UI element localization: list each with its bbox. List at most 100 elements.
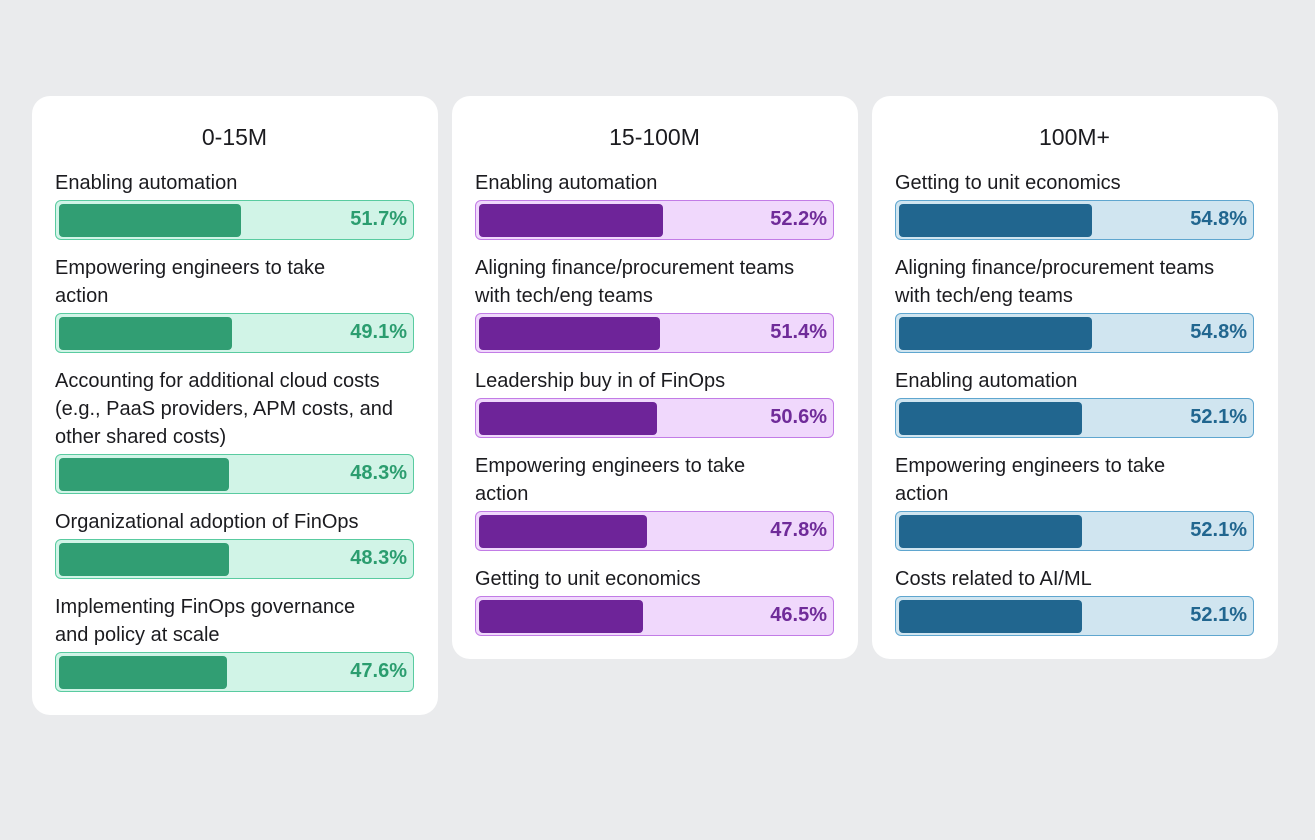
bar-label-line: Getting to unit economics xyxy=(475,568,701,590)
bar-value: 48.3% xyxy=(350,462,407,484)
bar-track: 51.7% xyxy=(55,200,414,240)
bar-label-line: Leadership buy in of FinOps xyxy=(475,370,726,392)
bar-track: 48.3% xyxy=(55,454,414,494)
bar-label-line: with tech/eng teams xyxy=(895,285,1073,307)
bar-label-line: action xyxy=(475,483,529,505)
panel-title: 0-15M xyxy=(201,124,268,150)
bar-value: 52.1% xyxy=(1190,519,1247,541)
bar-label: Aligning finance/procurement teams with t… xyxy=(475,254,834,310)
bar-track: 52.1% xyxy=(895,511,1254,551)
bar-label: Getting to unit economics xyxy=(475,565,834,593)
bar-value: 52.2% xyxy=(770,208,827,230)
bar-item: Leadership buy in of FinOps 50.6% xyxy=(475,367,834,438)
bar-track: 48.3% xyxy=(55,539,414,579)
bar-fill xyxy=(478,401,657,435)
bar-label-line: Enabling automation xyxy=(55,172,238,194)
bar-value: 54.8% xyxy=(1190,321,1247,343)
panel-15-100m: 15-100M Enabling automation 52.2% Aligning… xyxy=(452,96,858,659)
bar-label-line: Empowering engineers to take xyxy=(895,455,1166,477)
bar-fill xyxy=(898,203,1092,237)
bar-item: Enabling automation 51.7% xyxy=(55,169,414,240)
bar-label-line: Aligning finance/procurement teams xyxy=(895,257,1215,279)
bar-label-line: with tech/eng teams xyxy=(475,285,653,307)
bar-value: 49.1% xyxy=(350,321,407,343)
bar-item: Empowering engineers to take action 52.1% xyxy=(895,452,1254,551)
bar-fill xyxy=(58,542,229,576)
bar-fill xyxy=(58,203,241,237)
bar-label: Enabling automation xyxy=(55,169,414,197)
bar-label-line: Getting to unit economics xyxy=(895,172,1121,194)
bar-fill xyxy=(478,514,647,548)
bar-label-line: other shared costs) xyxy=(55,426,227,448)
bar-item: Implementing FinOps governance and policy… xyxy=(55,593,414,692)
bar-value: 52.1% xyxy=(1190,604,1247,626)
bar-list: Getting to unit economics 54.8% Aligning f… xyxy=(895,169,1254,636)
bar-item: Aligning finance/procurement teams with t… xyxy=(475,254,834,353)
bar-fill xyxy=(58,457,229,491)
bar-track: 54.8% xyxy=(895,200,1254,240)
bar-label-line: action xyxy=(895,483,949,505)
bar-item: Empowering engineers to take action 47.8% xyxy=(475,452,834,551)
bar-fill xyxy=(58,655,227,689)
bar-item: Empowering engineers to take action 49.1% xyxy=(55,254,414,353)
bar-label-line: Empowering engineers to take xyxy=(55,257,326,279)
bar-label-line: Accounting for additional cloud costs xyxy=(55,370,380,392)
bar-value: 50.6% xyxy=(770,406,827,428)
bar-item: Aligning finance/procurement teams with t… xyxy=(895,254,1254,353)
bar-label: Getting to unit economics xyxy=(895,169,1254,197)
bar-label: Leadership buy in of FinOps xyxy=(475,367,834,395)
bar-value: 54.8% xyxy=(1190,208,1247,230)
bar-label: Empowering engineers to take action xyxy=(895,452,1254,508)
bar-label-line: Costs related to AI/ML xyxy=(895,568,1092,590)
bar-label-line: action xyxy=(55,285,109,307)
bar-label-line: Enabling automation xyxy=(895,370,1078,392)
bar-item: Organizational adoption of FinOps 48.3% xyxy=(55,508,414,579)
panel-title: 100M+ xyxy=(1039,124,1110,150)
bar-track: 49.1% xyxy=(55,313,414,353)
bar-track: 51.4% xyxy=(475,313,834,353)
bar-label-line: Implementing FinOps governance xyxy=(55,596,356,618)
bar-track: 47.6% xyxy=(55,652,414,692)
bar-fill xyxy=(58,316,232,350)
bar-label-line: Organizational adoption of FinOps xyxy=(55,511,359,533)
bar-track: 52.1% xyxy=(895,596,1254,636)
bar-track: 47.8% xyxy=(475,511,834,551)
bar-fill xyxy=(898,316,1092,350)
bar-label: Enabling automation xyxy=(475,169,834,197)
bar-value: 47.6% xyxy=(350,660,407,682)
bar-label: Implementing FinOps governance and policy… xyxy=(55,593,414,649)
bar-track: 52.1% xyxy=(895,398,1254,438)
bar-label: Accounting for additional cloud costs (e.… xyxy=(55,367,414,451)
bar-fill xyxy=(478,316,660,350)
bar-label-line: and policy at scale xyxy=(55,624,220,646)
bar-value: 48.3% xyxy=(350,547,407,569)
bar-value: 47.8% xyxy=(770,519,827,541)
chart-panels: 0-15M Enabling automation 51.7% Empowering… xyxy=(32,96,1278,715)
panel-100m-plus: 100M+ Getting to unit economics 54.8% Alig… xyxy=(872,96,1278,659)
bar-label-line: Enabling automation xyxy=(475,172,658,194)
bar-item: Costs related to AI/ML 52.1% xyxy=(895,565,1254,636)
bar-item: Getting to unit economics 54.8% xyxy=(895,169,1254,240)
bar-label: Empowering engineers to take action xyxy=(475,452,834,508)
bar-label: Aligning finance/procurement teams with t… xyxy=(895,254,1254,310)
bar-track: 46.5% xyxy=(475,596,834,636)
bar-fill xyxy=(898,514,1082,548)
bar-item: Accounting for additional cloud costs (e.… xyxy=(55,367,414,494)
bar-list: Enabling automation 51.7% Empowering engin… xyxy=(55,169,414,692)
bar-item: Enabling automation 52.1% xyxy=(895,367,1254,438)
bar-fill xyxy=(478,599,643,633)
bar-track: 54.8% xyxy=(895,313,1254,353)
bar-item: Enabling automation 52.2% xyxy=(475,169,834,240)
bar-track: 52.2% xyxy=(475,200,834,240)
bar-label-line: Aligning finance/procurement teams xyxy=(475,257,795,279)
bar-fill xyxy=(898,599,1082,633)
bar-value: 46.5% xyxy=(770,604,827,626)
panel-0-15m: 0-15M Enabling automation 51.7% Empowering… xyxy=(32,96,438,715)
bar-track: 50.6% xyxy=(475,398,834,438)
bar-label-line: Empowering engineers to take xyxy=(475,455,746,477)
bar-label-line: (e.g., PaaS providers, APM costs, and xyxy=(55,398,393,420)
bar-value: 51.4% xyxy=(770,321,827,343)
bar-label: Organizational adoption of FinOps xyxy=(55,508,414,536)
bar-label: Empowering engineers to take action xyxy=(55,254,414,310)
bar-label: Costs related to AI/ML xyxy=(895,565,1254,593)
